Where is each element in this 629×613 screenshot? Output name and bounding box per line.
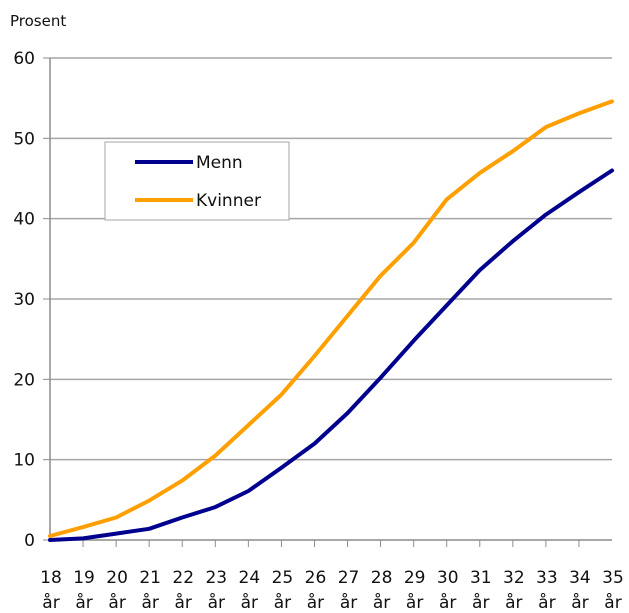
y-tick-label: 40 (13, 210, 35, 230)
x-tick-label: 23 (205, 568, 227, 588)
x-tick-unit: år (472, 592, 489, 613)
x-tick-label: 20 (106, 568, 128, 588)
x-tick-unit: år (141, 592, 158, 613)
series-line-menn (48, 168, 614, 542)
x-axis-ticks: 18 år 19 år 20 år 21 år 22 år 23 år 24 år 25 år 26 år 27 år… (40, 540, 624, 613)
x-tick-label: 34 (569, 568, 591, 588)
x-tick-unit: år (406, 592, 423, 613)
x-tick-label: 25 (272, 568, 294, 588)
series-lines (48, 99, 614, 542)
x-tick-unit: år (108, 592, 125, 613)
x-tick-label: 31 (470, 568, 492, 588)
x-tick-label: 32 (503, 568, 525, 588)
x-tick-label: 19 (73, 568, 95, 588)
x-tick-unit: år (75, 592, 92, 613)
y-tick-label: 50 (13, 129, 35, 149)
x-tick-unit: år (373, 592, 390, 613)
y-tick-label: 0 (24, 531, 35, 551)
x-tick-label: 33 (536, 568, 558, 588)
x-tick-label: 35 (602, 568, 624, 588)
x-tick-unit: år (208, 592, 225, 613)
x-tick-label: 26 (305, 568, 327, 588)
x-tick-label: 30 (437, 568, 459, 588)
x-tick-unit: år (538, 592, 555, 613)
y-axis-unit-label: Prosent (10, 12, 66, 30)
y-tick-label: 30 (13, 290, 35, 310)
axes (49, 58, 612, 541)
legend-label-menn: Menn (196, 153, 243, 173)
legend-label-kvinner: Kvinner (196, 191, 261, 211)
x-tick-label: 24 (239, 568, 261, 588)
x-tick-unit: år (274, 592, 291, 613)
x-tick-unit: år (604, 592, 621, 613)
x-tick-label: 27 (338, 568, 360, 588)
gridlines (50, 57, 612, 461)
x-tick-label: 29 (404, 568, 426, 588)
y-tick-label: 60 (13, 49, 35, 69)
x-tick-unit: år (505, 592, 522, 613)
x-tick-unit: år (340, 592, 357, 613)
x-tick-unit: år (241, 592, 258, 613)
x-tick-unit: år (42, 592, 59, 613)
x-tick-label: 28 (371, 568, 393, 588)
y-tick-label: 20 (13, 370, 35, 390)
y-axis-ticks: 0 10 20 30 40 50 60 (13, 49, 50, 551)
legend: Menn Kvinner (104, 141, 290, 221)
x-tick-unit: år (175, 592, 192, 613)
y-tick-label: 10 (13, 451, 35, 471)
legend-box (104, 141, 290, 221)
x-tick-label: 18 (40, 568, 62, 588)
x-tick-unit: år (307, 592, 324, 613)
x-tick-unit: år (571, 592, 588, 613)
x-tick-label: 22 (172, 568, 194, 588)
series-line-kvinner (48, 99, 614, 538)
x-tick-label: 21 (139, 568, 161, 588)
x-tick-unit: år (439, 592, 456, 613)
